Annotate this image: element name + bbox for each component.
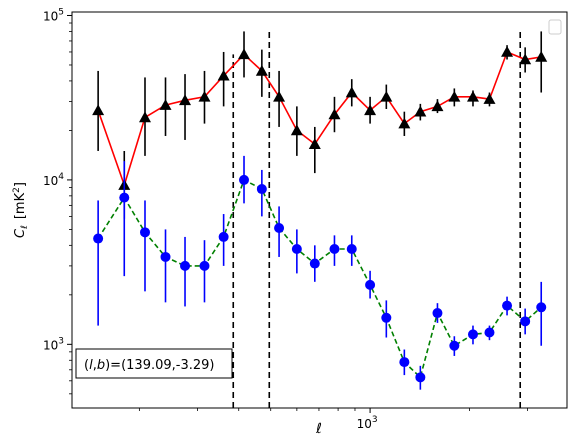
series-0-point-3 [159, 99, 172, 110]
legend-box[interactable] [548, 19, 562, 35]
series-0-point-21 [483, 93, 496, 104]
series-1-point-21 [484, 327, 495, 338]
y-axis-label: Cℓ [mK2] [12, 182, 30, 238]
series-1-point-22 [502, 300, 513, 311]
y-axis-label-unit-sup: 2 [12, 187, 22, 193]
series-1-point-19 [449, 340, 460, 351]
series-0-point-19 [448, 90, 461, 102]
series-0-point-16 [398, 117, 411, 129]
series-0-point-7 [238, 48, 251, 60]
annotation-b: b [97, 358, 105, 373]
y-axis-label-unit: [mK [13, 192, 28, 219]
series-1-point-18 [432, 308, 443, 319]
series-1-point-16 [399, 357, 410, 368]
series-1-point-6 [218, 231, 229, 242]
series-1-point-7 [239, 174, 250, 185]
series-1-point-2 [139, 227, 150, 238]
series-0-point-18 [431, 100, 444, 112]
series-0-point-15 [380, 90, 393, 102]
series-1-point-17 [415, 372, 426, 383]
series-1-point-14 [365, 279, 376, 290]
axes-frame [71, 11, 568, 409]
series-0-point-13 [345, 86, 358, 98]
series-1-point-10 [291, 244, 302, 255]
series-0-point-24 [535, 50, 548, 62]
series-0-point-17 [414, 105, 427, 117]
y-axis-label-unit-close: ] [13, 182, 28, 187]
series-0-point-6 [217, 69, 230, 81]
annotation-box: (l,b)=(139.09,-3.29) [75, 348, 233, 379]
y-tick-label-1: 104 [43, 172, 64, 188]
series-1-point-15 [381, 312, 392, 323]
series-0-point-12 [328, 108, 341, 120]
series-1-point-1 [119, 192, 130, 203]
series-0-point-11 [308, 138, 321, 149]
series-1-point-8 [256, 184, 267, 195]
series-1-point-23 [520, 316, 531, 327]
series-1-point-3 [160, 251, 171, 262]
annotation-text: (l,b)=(139.09,-3.29) [84, 358, 214, 373]
series-0-point-20 [466, 90, 479, 102]
series-0-point-8 [255, 64, 268, 76]
series-1-point-12 [329, 244, 340, 255]
series-0-point-10 [290, 124, 303, 136]
series-0-point-0 [92, 104, 105, 116]
series-1-point-11 [309, 258, 320, 269]
series-0-point-23 [519, 53, 532, 65]
y-axis-label-sub: ℓ [20, 225, 30, 230]
series-1-point-4 [180, 260, 191, 271]
annotation-prefix: ( [84, 358, 89, 373]
series-0-point-9 [273, 90, 286, 102]
series-0-point-22 [501, 45, 514, 57]
annotation-comma: , [93, 358, 97, 373]
series-1-point-5 [199, 260, 210, 271]
series-1-point-24 [536, 302, 547, 313]
series-0-point-5 [198, 90, 211, 102]
axis-ticks: 103 104 105 103 [43, 7, 528, 431]
annotation-suffix: )=(139.09,-3.29) [105, 358, 214, 373]
series-0-point-2 [138, 111, 151, 123]
y-axis-label-main: C [13, 228, 28, 238]
x-tick-label-0: 103 [357, 415, 378, 431]
y-tick-label-2: 105 [43, 7, 64, 23]
plot-area [92, 31, 548, 408]
series-1-point-0 [93, 233, 104, 244]
series-0-point-4 [179, 94, 192, 106]
annotation-l: l [89, 358, 93, 373]
y-tick-label-0: 103 [43, 336, 64, 352]
x-axis-label: ℓ [315, 421, 322, 437]
series-1-point-9 [274, 222, 285, 233]
series-1-point-13 [346, 244, 357, 255]
series-1-point-20 [467, 329, 478, 340]
series-0-point-14 [364, 104, 377, 116]
